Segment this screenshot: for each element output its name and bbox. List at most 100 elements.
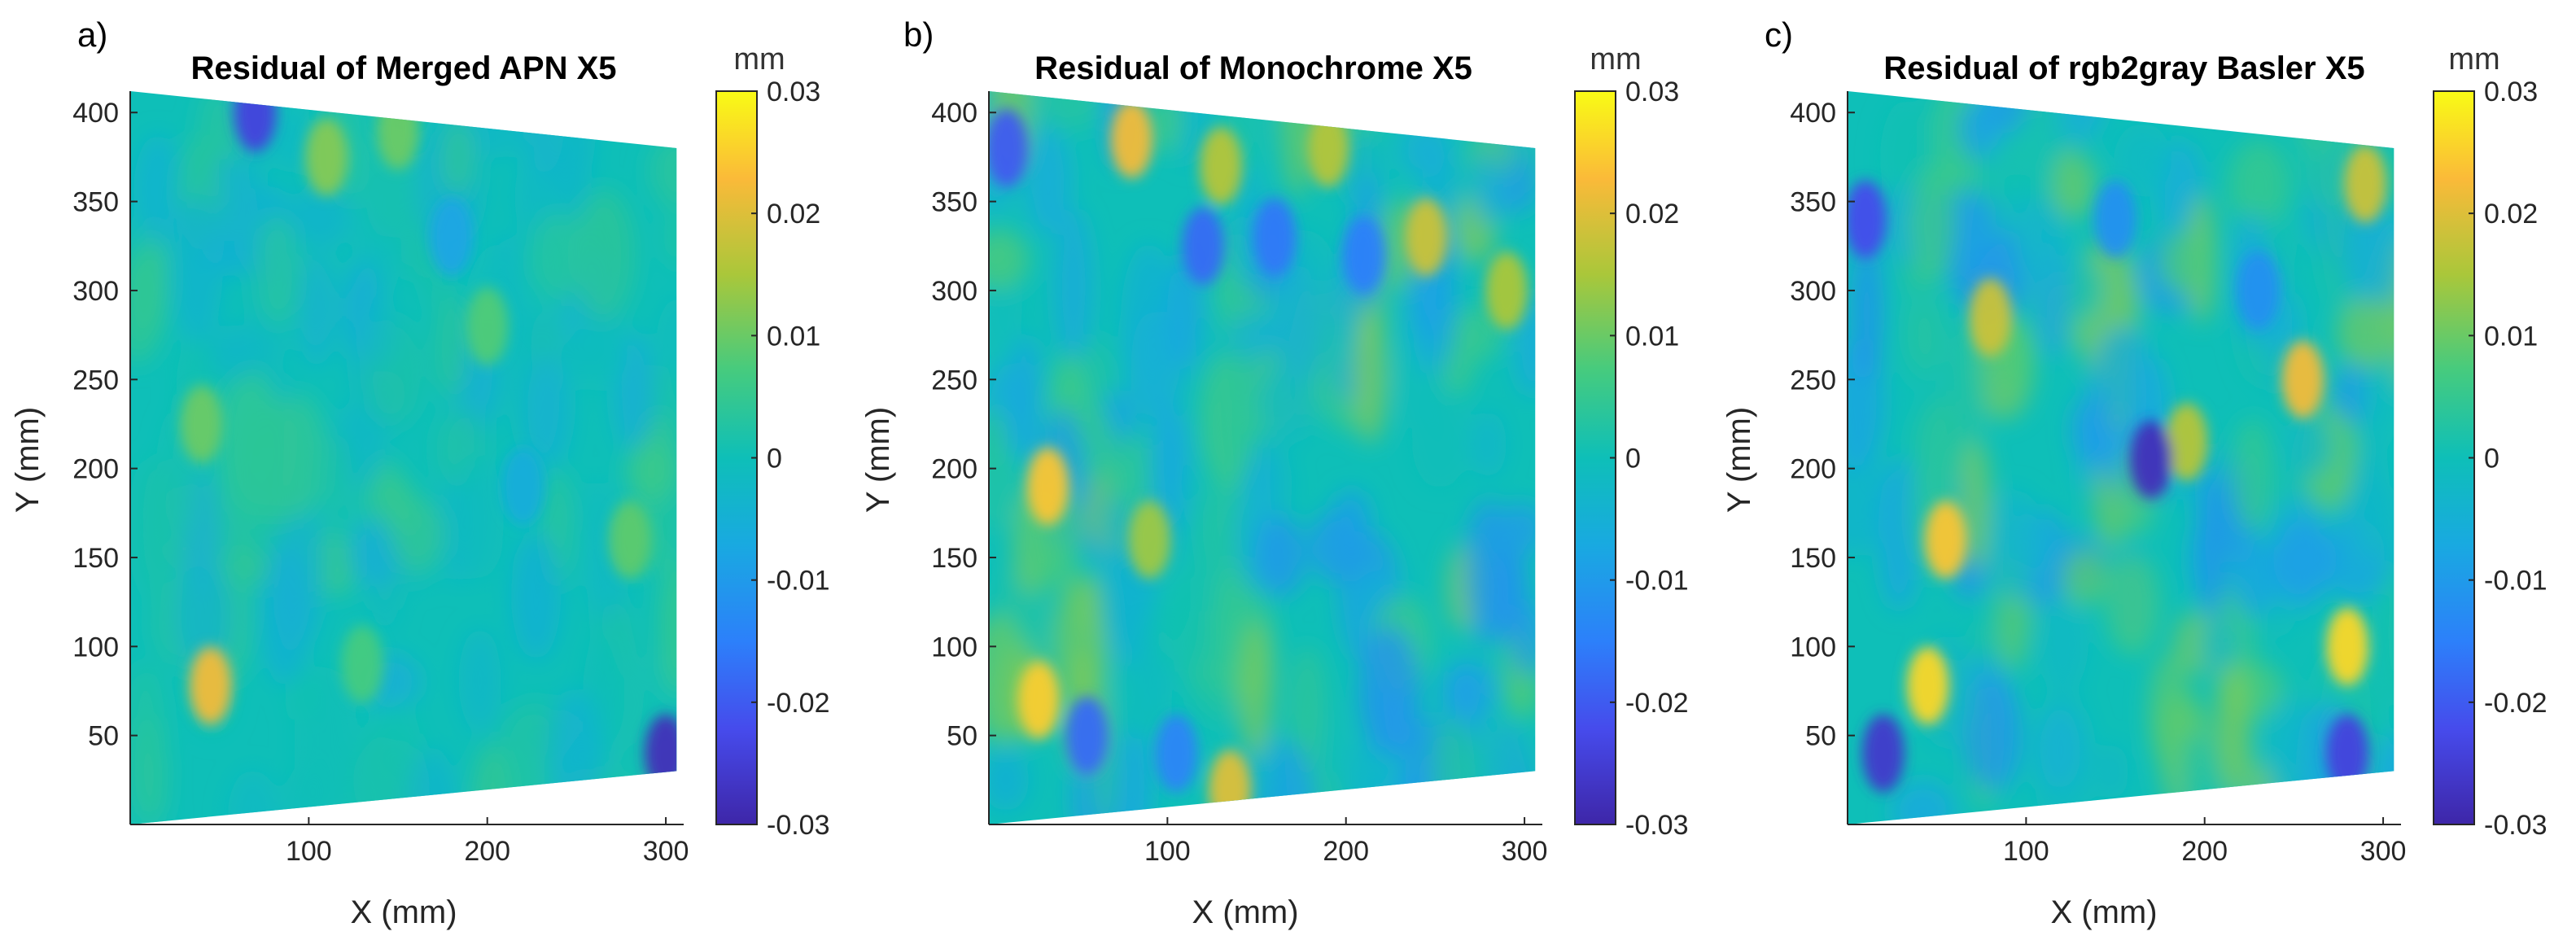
colorbar-unit-label: mm bbox=[2448, 42, 2499, 77]
y-tick-label: 150 bbox=[1790, 543, 1836, 574]
residual-blob bbox=[989, 442, 1021, 530]
residual-blob bbox=[2227, 139, 2291, 232]
hotspot bbox=[377, 91, 420, 170]
residual-blob bbox=[2071, 394, 2115, 466]
residual-blob bbox=[2149, 652, 2192, 767]
hotspot bbox=[180, 384, 223, 463]
colorbar-gradient bbox=[2433, 90, 2475, 825]
residual-blob bbox=[1491, 548, 1530, 641]
residual-blob bbox=[1851, 241, 1883, 380]
hotspot bbox=[1065, 696, 1109, 775]
residual-blob bbox=[1272, 265, 1325, 387]
residual-blob bbox=[216, 162, 262, 251]
hotspot bbox=[501, 447, 545, 526]
residual-blob bbox=[173, 560, 234, 672]
axes: 100 200 300 50 100 150 200 250 300 350 400 bbox=[931, 91, 1547, 867]
residual-blob bbox=[1332, 488, 1371, 554]
residual-blob bbox=[135, 458, 175, 598]
residual-blob bbox=[2197, 466, 2227, 622]
residual-blob bbox=[529, 212, 585, 302]
heatmap-surface bbox=[130, 91, 677, 824]
colorbar-tick-label: 0 bbox=[1625, 444, 1641, 474]
residual-blob bbox=[1010, 335, 1042, 464]
hotspot bbox=[466, 286, 509, 365]
residual-blob bbox=[2106, 552, 2159, 655]
residual-blob bbox=[1121, 243, 1178, 397]
residual-blob bbox=[1353, 313, 1388, 444]
hotspot bbox=[1200, 126, 1243, 205]
residual-blob bbox=[254, 212, 301, 327]
residual-blob bbox=[2180, 732, 2210, 816]
colorbar-tick-label: 0 bbox=[767, 444, 782, 474]
residual-blob bbox=[1891, 781, 1955, 824]
hotspot bbox=[1306, 108, 1349, 187]
residual-blob bbox=[1470, 410, 1507, 479]
y-tick-label: 150 bbox=[72, 543, 119, 574]
residual-blob bbox=[1848, 445, 1885, 557]
residual-blob bbox=[1358, 627, 1420, 758]
residual-blob bbox=[2114, 123, 2171, 197]
colorbar-tick-label: 0.01 bbox=[767, 321, 820, 352]
colorbar-unit-label: mm bbox=[733, 42, 785, 77]
residual-blob bbox=[227, 769, 278, 824]
y-tick-label: 400 bbox=[931, 98, 977, 129]
x-tick-label: 300 bbox=[643, 836, 689, 867]
residual-blob bbox=[625, 440, 677, 501]
hotspot bbox=[2326, 714, 2369, 793]
residual-blob bbox=[2278, 772, 2311, 824]
colorbar-unit-label: mm bbox=[1590, 42, 1641, 77]
colorbar-tick-label: 0.01 bbox=[1625, 321, 1679, 352]
residual-blob bbox=[2369, 91, 2394, 150]
axes: 100 200 300 50 100 150 200 250 300 350 400 bbox=[72, 91, 689, 867]
residual-blob bbox=[2051, 147, 2090, 221]
hotspot bbox=[2326, 607, 2369, 686]
panel-label: c) bbox=[1765, 15, 1793, 54]
residual-blob bbox=[1258, 363, 1314, 444]
residual-blob bbox=[989, 747, 1030, 811]
residual-blob bbox=[2351, 431, 2390, 562]
hotspot bbox=[1182, 207, 1225, 286]
hotspot bbox=[1861, 714, 1905, 793]
residual-blob bbox=[1151, 575, 1208, 674]
residual-blob bbox=[170, 196, 223, 343]
residual-blob bbox=[1407, 243, 1459, 374]
residual-blob bbox=[1411, 398, 1467, 489]
colorbar-tick-label: 0.03 bbox=[767, 77, 820, 107]
residual-blob bbox=[1513, 290, 1536, 397]
hotspot bbox=[1026, 447, 1069, 526]
residual-blob bbox=[1946, 320, 1985, 470]
colorbar-tick-label: 0.03 bbox=[1625, 77, 1679, 107]
residual-blob bbox=[1983, 489, 2044, 602]
residual-blob bbox=[347, 519, 404, 588]
y-tick-label: 350 bbox=[1790, 187, 1836, 218]
residual-blob bbox=[1238, 619, 1273, 759]
colorbar-tick-label: -0.03 bbox=[1625, 810, 1689, 841]
hotspot bbox=[2344, 144, 2387, 223]
y-tick-label: 250 bbox=[72, 365, 119, 396]
axes: 100 200 300 50 100 150 200 250 300 350 400 bbox=[1790, 91, 2406, 867]
y-tick-label: 350 bbox=[72, 187, 119, 218]
heatmap-surface bbox=[989, 91, 1536, 824]
residual-blob bbox=[1472, 150, 1504, 225]
residual-blob bbox=[1256, 515, 1305, 597]
residual-blob bbox=[657, 297, 677, 378]
residual-blob bbox=[602, 763, 647, 824]
residual-blob bbox=[2061, 547, 2109, 606]
heatmap-surface bbox=[1848, 91, 2394, 824]
residual-blob bbox=[566, 321, 627, 391]
residual-blob bbox=[322, 435, 352, 527]
residual-blob bbox=[1167, 255, 1204, 370]
residual-blob bbox=[209, 325, 261, 382]
y-tick-label: 250 bbox=[1790, 365, 1836, 396]
residual-blob bbox=[2201, 614, 2237, 676]
residual-blob bbox=[1157, 406, 1191, 505]
hotspot bbox=[430, 198, 473, 277]
colorbar-tick-label: 0.01 bbox=[2484, 321, 2538, 352]
residual-blob bbox=[1025, 127, 1072, 237]
residual-blob bbox=[2380, 560, 2394, 706]
residual-blob bbox=[1218, 348, 1257, 484]
hotspot bbox=[1209, 750, 1252, 824]
colorbar-tick-label: 0.03 bbox=[2484, 77, 2538, 107]
hotspot bbox=[1485, 251, 1529, 330]
residual-blob bbox=[523, 91, 564, 176]
